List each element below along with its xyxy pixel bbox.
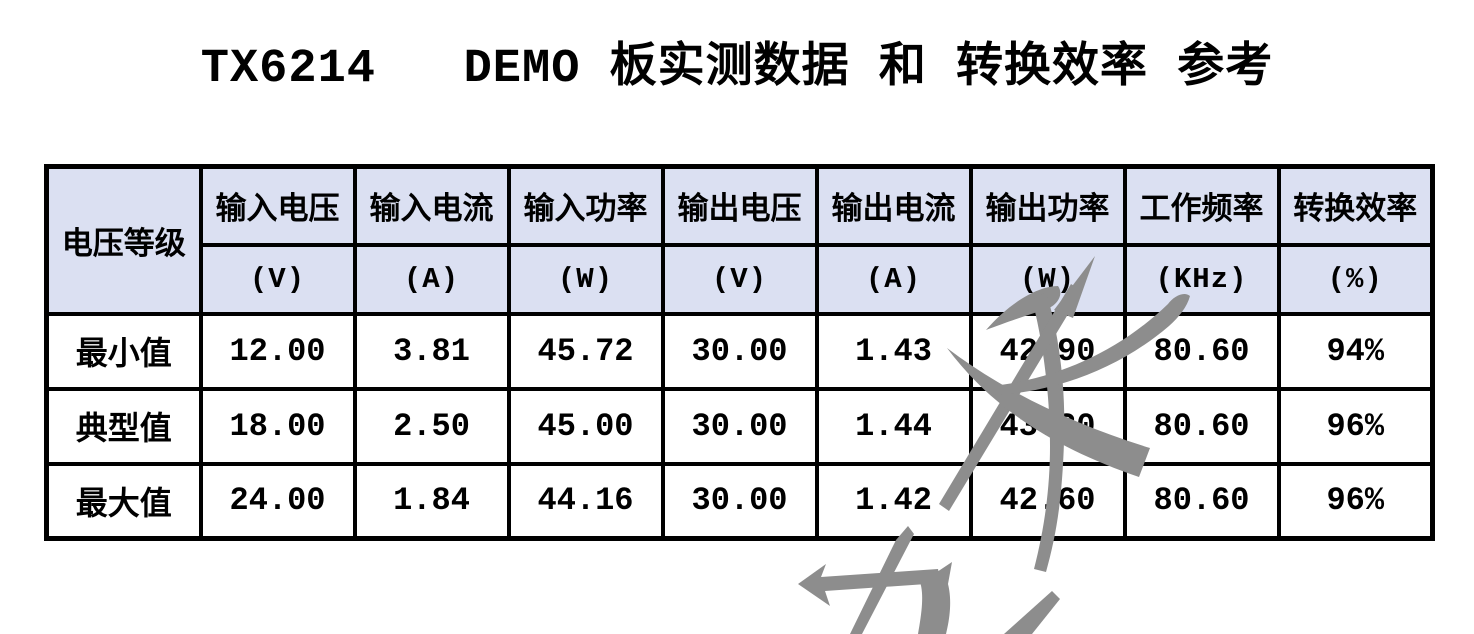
table-row-typical: 典型值 18.00 2.50 45.00 30.00 1.44 43.20 80… (44, 386, 1435, 466)
col-unit-frequency: (KHz) (1122, 242, 1281, 316)
row-label-min: 最小值 (44, 311, 203, 391)
cell-typ-output-voltage: 30.00 (660, 386, 819, 466)
col-header-output-power: 输出功率 (968, 164, 1127, 247)
cell-min-input-current: 3.81 (352, 311, 511, 391)
col-unit-efficiency: (%) (1276, 242, 1435, 316)
table-row-max: 最大值 24.00 1.84 44.16 30.00 1.42 42.60 80… (44, 461, 1435, 541)
cell-max-output-voltage: 30.00 (660, 461, 819, 541)
page-title: TX6214 DEMO 板实测数据 和 转换效率 参考 (200, 43, 1274, 96)
col-header-efficiency: 转换效率 (1276, 164, 1435, 247)
watermark-stroke (918, 562, 952, 634)
col-header-input-power: 输入功率 (506, 164, 665, 247)
cell-typ-input-power: 45.00 (506, 386, 665, 466)
col-unit-output-power: (W) (968, 242, 1127, 316)
cell-max-efficiency: 96% (1276, 461, 1435, 541)
cell-min-input-power: 45.72 (506, 311, 665, 391)
cell-min-output-power: 42.90 (968, 311, 1127, 391)
watermark-stroke (850, 526, 914, 634)
col-unit-output-voltage: (V) (660, 242, 819, 316)
cell-typ-input-current: 2.50 (352, 386, 511, 466)
table-row-min: 最小值 12.00 3.81 45.72 30.00 1.43 42.90 80… (44, 311, 1435, 391)
row-label-max: 最大值 (44, 461, 203, 541)
cell-min-efficiency: 94% (1276, 311, 1435, 391)
measurement-table: 电压等级 输入电压 输入电流 输入功率 输出电压 输出电流 输出功率 工作频率 … (44, 164, 1435, 541)
cell-typ-output-current: 1.44 (814, 386, 973, 466)
col-header-frequency: 工作频率 (1122, 164, 1281, 247)
cell-max-output-current: 1.42 (814, 461, 973, 541)
col-unit-input-power: (W) (506, 242, 665, 316)
cell-typ-output-power: 43.20 (968, 386, 1127, 466)
col-unit-input-current: (A) (352, 242, 511, 316)
cell-max-frequency: 80.60 (1122, 461, 1281, 541)
cell-typ-frequency: 80.60 (1122, 386, 1281, 466)
header-label-row: 电压等级 输入电压 输入电流 输入功率 输出电压 输出电流 输出功率 工作频率 … (44, 164, 1435, 316)
col-header-voltage-level: 电压等级 (44, 164, 203, 316)
header-unit-row: (V) (A) (W) (V) (A) (W) (KHz) (%) (47, 242, 1435, 316)
cell-min-input-voltage: 12.00 (198, 311, 357, 391)
col-header-output-voltage: 输出电压 (660, 164, 819, 247)
cell-max-input-voltage: 24.00 (198, 461, 357, 541)
col-header-output-current: 输出电流 (814, 164, 973, 247)
cell-max-input-power: 44.16 (506, 461, 665, 541)
col-header-input-current: 输入电流 (352, 164, 511, 247)
cell-typ-input-voltage: 18.00 (198, 386, 357, 466)
cell-max-output-power: 42.60 (968, 461, 1127, 541)
col-header-input-voltage: 输入电压 (198, 164, 357, 247)
cell-min-frequency: 80.60 (1122, 311, 1281, 391)
col-unit-output-current: (A) (814, 242, 973, 316)
col-unit-input-voltage: (V) (198, 242, 357, 316)
watermark-stroke (1004, 591, 1060, 634)
watermark-stroke (798, 564, 941, 606)
cell-min-output-voltage: 30.00 (660, 311, 819, 391)
row-label-typical: 典型值 (44, 386, 203, 466)
cell-max-input-current: 1.84 (352, 461, 511, 541)
cell-typ-efficiency: 96% (1276, 386, 1435, 466)
cell-min-output-current: 1.43 (814, 311, 973, 391)
